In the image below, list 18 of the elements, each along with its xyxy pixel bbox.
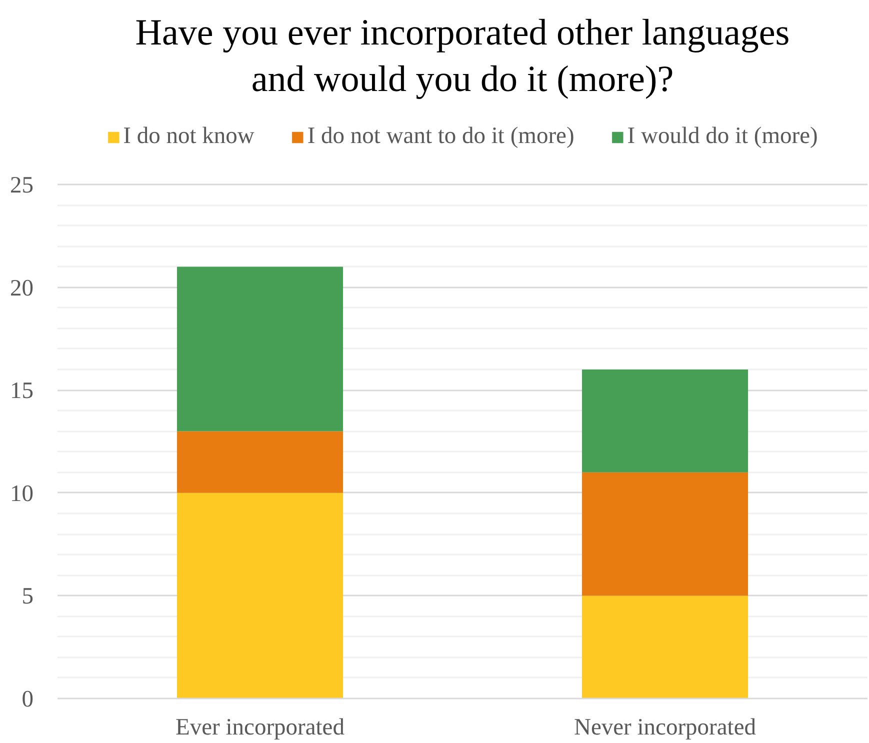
bar: [176, 492, 344, 698]
x-tick-label: Ever incorporated: [176, 714, 345, 740]
y-tick-label: 10: [10, 480, 34, 507]
y-tick-label: 20: [10, 275, 34, 302]
bar: [176, 431, 344, 493]
chart-title: Have you ever incorporated other languages and would you do it (more)?: [135, 12, 790, 100]
legend-label: I do not want to do it (more): [307, 123, 574, 150]
bar: [176, 266, 344, 432]
legend-label: I would do it (more): [627, 123, 818, 150]
y-tick-label: 25: [10, 172, 34, 198]
bar: [582, 596, 748, 698]
y-tick-label: 5: [22, 584, 34, 610]
y-tick-label: 0: [22, 686, 34, 712]
y-tick-label: 15: [10, 378, 34, 404]
x-tick-label: Never incorporated: [574, 714, 756, 740]
legend-label: I do not know: [123, 123, 254, 150]
bar: [582, 472, 748, 596]
bar: [582, 370, 748, 472]
